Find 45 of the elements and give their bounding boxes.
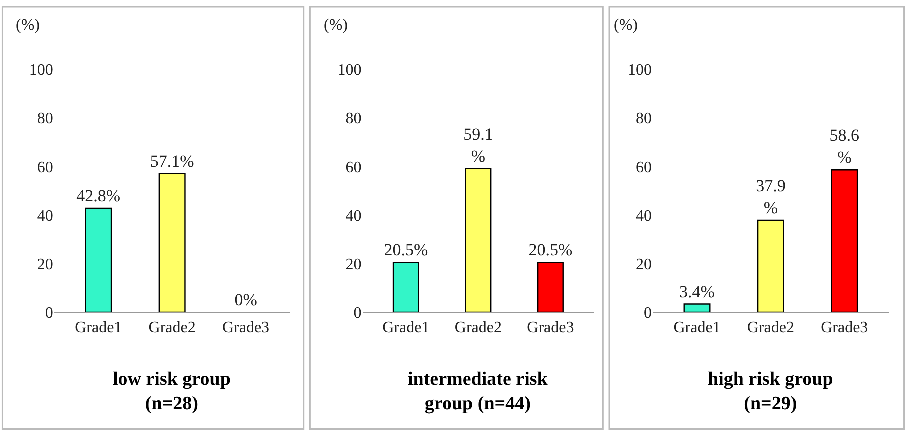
bar	[684, 304, 711, 313]
data-label: 20.5%	[384, 240, 428, 260]
y-tick-label: 100	[338, 62, 362, 80]
x-tick-label: Grade1	[674, 320, 721, 337]
y-tick-label: 20	[37, 256, 54, 274]
x-tick-label: Grade2	[148, 320, 196, 337]
y-tick-label: 100	[29, 62, 54, 80]
y-tick-label: 0	[644, 305, 652, 322]
y-axis-title: (%)	[16, 17, 40, 34]
text: high risk group (n=29)	[708, 369, 834, 415]
y-tick-label: 60	[346, 159, 362, 176]
data-label: 59.1 %	[464, 124, 494, 166]
x-tick-label: Grade3	[821, 320, 868, 337]
y-tick-label: 80	[346, 110, 362, 128]
data-label: 37.9 %	[756, 176, 786, 218]
y-axis-title: (%)	[324, 17, 348, 34]
data-label: 42.8%	[76, 186, 121, 206]
data-label: 20.5%	[528, 240, 573, 260]
data-label: 0%	[234, 290, 258, 310]
x-tick-label: Grade1	[382, 320, 430, 337]
data-label: 58.6 %	[830, 126, 860, 168]
text: low risk group (n=28)	[113, 369, 231, 415]
y-tick-label: 40	[346, 208, 362, 225]
data-label: 57.1%	[150, 152, 194, 171]
y-tick-label: 0	[45, 305, 54, 322]
x-tick-label: Grade2	[747, 320, 794, 337]
y-tick-label: 100	[628, 62, 652, 80]
y-tick-label: 40	[37, 208, 54, 225]
x-tick-label: Grade3	[222, 320, 270, 337]
x-tick-label: Grade3	[527, 320, 574, 337]
y-tick-label: 80	[37, 110, 54, 128]
y-tick-label: 20	[636, 256, 652, 274]
text: intermediate risk group (n=44)	[408, 369, 548, 415]
y-tick-label: 40	[636, 208, 652, 225]
bar	[757, 220, 784, 313]
bar	[831, 170, 858, 313]
x-tick-label: Grade1	[75, 320, 122, 337]
y-axis-title: (%)	[614, 17, 638, 34]
x-tick-label: Grade2	[454, 320, 502, 337]
y-tick-label: 0	[354, 305, 362, 322]
y-tick-label: 60	[37, 159, 54, 176]
y-tick-label: 80	[636, 110, 652, 128]
y-tick-label: 20	[346, 256, 362, 274]
y-tick-label: 60	[636, 159, 652, 176]
data-label: 3.4%	[680, 282, 715, 302]
